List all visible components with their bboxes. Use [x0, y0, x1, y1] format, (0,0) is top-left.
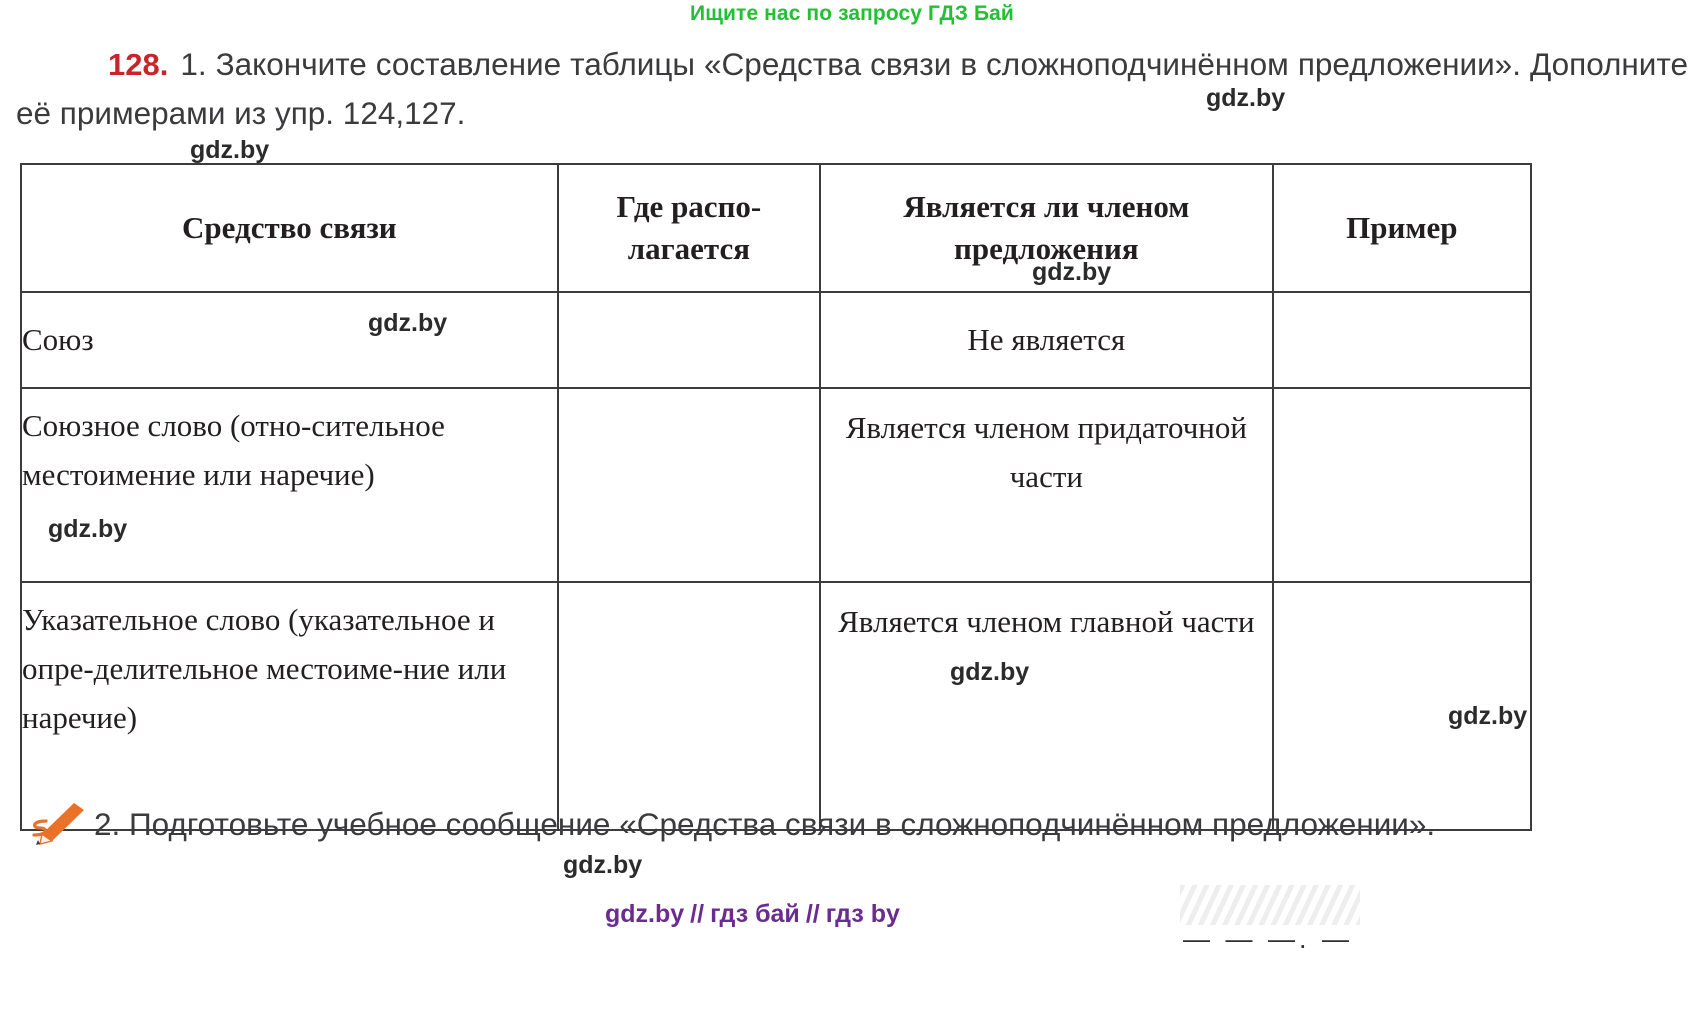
dash-marks: — — —. —	[1183, 924, 1354, 954]
task-two-text: 2. Подготовьте учебное сообщение «Средст…	[94, 806, 1436, 842]
promo-banner: Ищите нас по запросу ГДЗ Бай	[690, 2, 1014, 25]
pencil-icon	[16, 801, 94, 845]
header-means: Средство связи	[20, 163, 559, 293]
cell-example-2[interactable]	[1271, 387, 1533, 583]
header-is-member: Является ли членом предложения	[819, 163, 1274, 293]
footer-separator-1: //	[690, 900, 705, 928]
footer-part-3: гдз by	[825, 900, 900, 928]
footer-part-2: гдз бай	[710, 900, 800, 928]
cell-location-1[interactable]	[556, 291, 822, 389]
header-is-member-line2: предложения	[954, 231, 1139, 266]
table-row: Союзное слово (отно-сительное местоимени…	[20, 387, 1533, 583]
task-one-paragraph: 128. 1. Закончите составление таблицы «Ср…	[16, 40, 1688, 137]
header-is-member-line1: Является ли членом	[903, 189, 1190, 224]
cell-member-3: Является членом главной части	[819, 581, 1274, 831]
connection-means-table: Средство связи Где распо- лагается Являе…	[20, 163, 1533, 831]
table-row: Указательное слово (указательное и опре-…	[20, 581, 1533, 831]
cell-means-3: Указательное слово (указательное и опре-…	[20, 581, 559, 831]
task-one-text: 1. Закончите составление таблицы «Средст…	[16, 46, 1688, 131]
header-example: Пример	[1271, 163, 1533, 293]
cell-means-2: Союзное слово (отно-сительное местоимени…	[20, 387, 559, 583]
footer-site-links[interactable]: gdz.by//гдз бай//гдз by	[605, 900, 900, 929]
faded-scan-artifact	[1180, 885, 1360, 925]
cell-example-3[interactable]	[1271, 581, 1533, 831]
cell-example-1[interactable]	[1271, 291, 1533, 389]
task-two-paragraph: 2. Подготовьте учебное сообщение «Средст…	[16, 800, 1692, 848]
footer-part-1: gdz.by	[605, 900, 685, 928]
footer-separator-2: //	[805, 900, 820, 928]
cell-location-2[interactable]	[556, 387, 822, 583]
watermark: gdz.by	[563, 851, 643, 879]
cell-member-1: Не является	[819, 291, 1274, 389]
table-row: Союз Не является	[20, 291, 1533, 389]
exercise-number: 128.	[108, 47, 169, 82]
cell-location-3[interactable]	[556, 581, 822, 831]
cell-means-1: Союз	[20, 291, 559, 389]
table-header-row: Средство связи Где распо- лагается Являе…	[20, 163, 1533, 293]
cell-member-2: Является членом придаточной части	[819, 387, 1274, 583]
header-location-line1: Где распо-	[616, 189, 762, 224]
header-location: Где распо- лагается	[556, 163, 822, 293]
watermark: gdz.by	[190, 136, 270, 164]
header-location-line2: лагается	[627, 231, 751, 266]
